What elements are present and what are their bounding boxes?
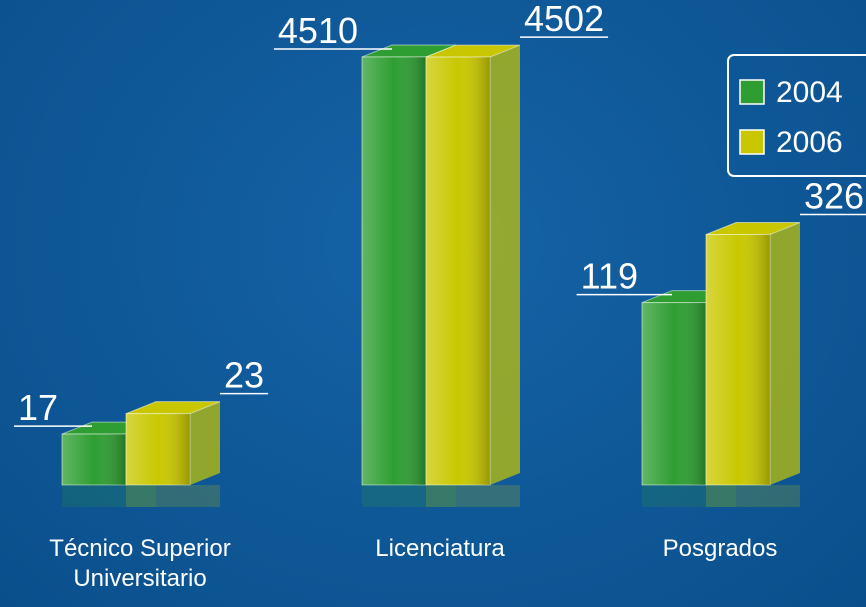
bar-side bbox=[770, 222, 800, 485]
bar bbox=[705, 221, 801, 507]
data-label: 4510 bbox=[278, 10, 358, 51]
bar-reflection bbox=[362, 485, 456, 507]
legend-label: 2004 bbox=[776, 76, 843, 109]
bar-shade bbox=[642, 302, 706, 485]
bar-side bbox=[490, 45, 520, 485]
bar bbox=[425, 44, 521, 507]
bar-reflection bbox=[126, 485, 220, 507]
legend-swatch bbox=[739, 79, 765, 105]
bar-reflection bbox=[642, 485, 736, 507]
bar bbox=[125, 401, 221, 507]
bar-shade bbox=[426, 57, 490, 485]
bar-shade bbox=[62, 434, 126, 485]
x-tick-label: Licenciatura bbox=[375, 535, 505, 562]
data-label: 119 bbox=[581, 256, 638, 297]
x-tick-label: Posgrados bbox=[662, 535, 778, 562]
legend-box bbox=[727, 54, 866, 177]
data-label: 23 bbox=[224, 355, 264, 396]
bar-side bbox=[190, 401, 220, 485]
data-label: 326 bbox=[804, 175, 864, 216]
x-tick-label: Técnico Superior Universitario bbox=[49, 535, 231, 592]
bar-shade bbox=[126, 413, 190, 485]
bar-reflection bbox=[706, 485, 800, 507]
bar-shade bbox=[706, 234, 770, 485]
legend-label: 2006 bbox=[776, 126, 843, 159]
bar-reflection bbox=[62, 485, 156, 507]
data-label: 4502 bbox=[524, 0, 604, 39]
data-label: 17 bbox=[18, 387, 58, 428]
bar-reflection bbox=[426, 485, 520, 507]
legend-swatch bbox=[739, 129, 765, 155]
bar-shade bbox=[362, 56, 426, 485]
